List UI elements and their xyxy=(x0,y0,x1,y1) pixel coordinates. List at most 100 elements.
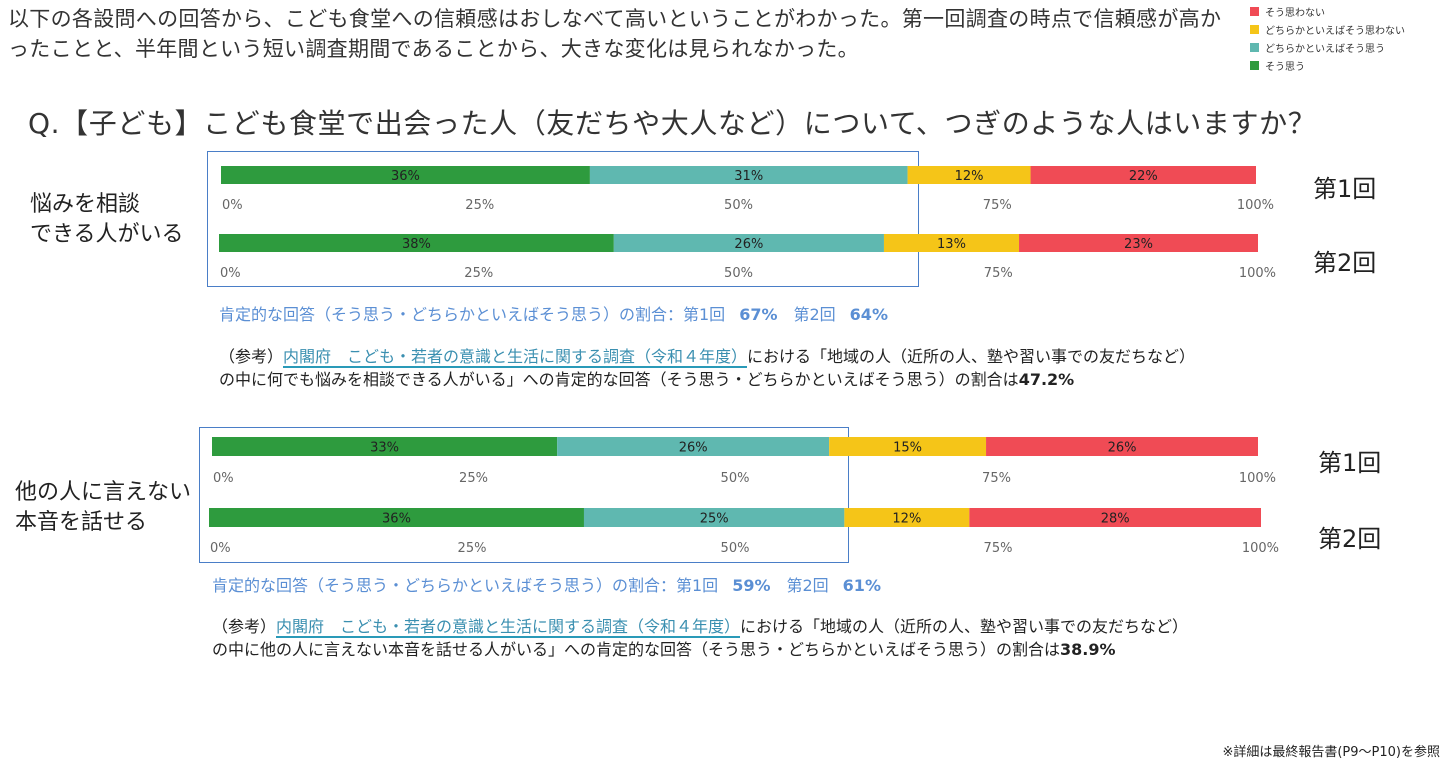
row-label-line: 他の人に言えない xyxy=(15,480,192,505)
axis-tick-label: 100% xyxy=(1242,541,1279,556)
round-label: 第2回 xyxy=(1313,249,1377,277)
bar-segment xyxy=(212,437,558,456)
data-label: 33% xyxy=(370,441,399,456)
bar-segment xyxy=(883,234,1020,252)
data-label: 28% xyxy=(1101,512,1130,527)
summary-text: 肯定的な回答（そう思う・どちらかといえばそう思う）の割合：第1回 xyxy=(219,305,726,324)
axis-tick-label: 25% xyxy=(464,266,493,281)
data-label: 12% xyxy=(955,169,984,184)
legend-label: そう思わない xyxy=(1265,7,1325,19)
axis-tick-label: 50% xyxy=(721,471,750,486)
data-label: 22% xyxy=(1129,169,1158,184)
data-label: 23% xyxy=(1124,237,1153,252)
summary-round1-value: 59% xyxy=(732,576,771,595)
legend-swatch xyxy=(1250,6,1259,16)
bar-segment xyxy=(829,437,987,456)
legend-swatch xyxy=(1250,42,1259,52)
bar-segment xyxy=(907,166,1031,184)
ref-value: 47.2% xyxy=(1018,370,1075,389)
data-label: 38% xyxy=(402,237,431,252)
bar-segment xyxy=(844,508,970,527)
legend: そう思わない どちらかといえばそう思わない どちらかといえばそう思う そう思う xyxy=(1250,2,1405,74)
axis-tick-label: 25% xyxy=(459,471,488,486)
axis-tick-label: 0% xyxy=(220,266,241,281)
ref-prefix: （参考） xyxy=(212,617,277,636)
reference-note: （参考）内閣府 こども・若者の意識と生活に関する調査（令和４年度）における「地域… xyxy=(212,615,1188,661)
legend-item: どちらかといえばそう思わない xyxy=(1250,20,1405,38)
data-label: 26% xyxy=(1108,441,1137,456)
summary-round1-value: 67% xyxy=(739,305,778,324)
data-label: 26% xyxy=(679,441,708,456)
positive-summary: 肯定的な回答（そう思う・どちらかといえばそう思う）の割合：第1回 59% 第2回 61… xyxy=(212,572,897,596)
axis-tick-label: 100% xyxy=(1237,198,1274,213)
summary-round2-label: 第2回 xyxy=(793,305,836,324)
reference-note: （参考）内閣府 こども・若者の意識と生活に関する調査（令和４年度）における「地域… xyxy=(219,345,1195,391)
row-label-line: できる人がいる xyxy=(30,222,184,247)
bar-segment xyxy=(589,166,908,184)
data-label: 26% xyxy=(734,237,763,252)
bar-segment xyxy=(583,508,845,527)
axis-tick-label: 50% xyxy=(724,198,753,213)
row-label-consult: 悩みを相談 できる人がいる xyxy=(30,190,184,250)
intro-text: 以下の各設問への回答から、こども食堂への信頼感はおしなべて高いということがわかっ… xyxy=(8,7,1222,61)
row-label-line: 本音を話せる xyxy=(15,510,148,535)
footnote: ※詳細は最終報告書(P9〜P10)を参照 xyxy=(1222,745,1440,760)
highlight-box xyxy=(199,427,849,563)
survey-link[interactable]: 内閣府 こども・若者の意識と生活に関する調査（令和４年度） xyxy=(283,347,748,368)
data-label: 36% xyxy=(382,512,411,527)
legend-swatch xyxy=(1250,60,1259,70)
axis-tick-label: 50% xyxy=(724,266,753,281)
legend-item: そう思う xyxy=(1250,56,1405,74)
bar-segment xyxy=(613,234,884,252)
bar-segment xyxy=(557,437,830,456)
axis-tick-label: 0% xyxy=(210,541,231,556)
axis-tick-label: 25% xyxy=(465,198,494,213)
axis-tick-label: 25% xyxy=(458,541,487,556)
axis-tick-label: 100% xyxy=(1239,471,1276,486)
axis-tick-label: 50% xyxy=(721,541,750,556)
legend-label: そう思う xyxy=(1265,61,1305,73)
bar-segment xyxy=(219,234,614,252)
data-label: 25% xyxy=(700,512,729,527)
bar-segment xyxy=(1030,166,1256,184)
legend-item: そう思わない xyxy=(1250,2,1405,20)
axis-tick-label: 0% xyxy=(222,198,243,213)
survey-link[interactable]: 内閣府 こども・若者の意識と生活に関する調査（令和４年度） xyxy=(276,617,741,638)
summary-text: 肯定的な回答（そう思う・どちらかといえばそう思う）の割合：第1回 xyxy=(212,576,719,595)
bar-segment xyxy=(1019,234,1258,252)
data-label: 36% xyxy=(391,169,420,184)
data-label: 12% xyxy=(892,512,921,527)
axis-tick-label: 0% xyxy=(213,471,234,486)
data-label: 31% xyxy=(734,169,763,184)
data-label: 15% xyxy=(893,441,922,456)
legend-label: どちらかといえばそう思う xyxy=(1265,43,1385,55)
bar-segment xyxy=(221,166,590,184)
data-label: 13% xyxy=(937,237,966,252)
axis-tick-label: 75% xyxy=(984,266,1013,281)
ref-text: における「地域の人（近所の人、塾や習い事での友だちなど） xyxy=(740,617,1189,636)
legend-label: どちらかといえばそう思わない xyxy=(1265,25,1405,37)
ref-text: における「地域の人（近所の人、塾や習い事での友だちなど） xyxy=(747,347,1196,366)
legend-swatch xyxy=(1250,24,1259,34)
round-label: 第2回 xyxy=(1318,525,1382,553)
question-title: Q.【子ども】こども食堂で出会った人（友だちや大人など）について、つぎのような人… xyxy=(28,107,1317,140)
positive-summary: 肯定的な回答（そう思う・どちらかといえばそう思う）の割合：第1回 67% 第2回 64… xyxy=(219,301,904,325)
ref-prefix: （参考） xyxy=(219,347,284,366)
ref-value: 38.9% xyxy=(1060,640,1116,659)
row-label-line: 悩みを相談 xyxy=(30,192,141,217)
axis-tick-label: 75% xyxy=(983,198,1012,213)
row-label-honest: 他の人に言えない 本音を話せる xyxy=(15,478,191,538)
axis-tick-label: 75% xyxy=(984,541,1013,556)
highlight-box xyxy=(207,151,919,287)
ref-text: の中に何でも悩みを相談できる人がいる」への肯定的な回答（そう思う・どちらかといえ… xyxy=(219,370,1019,389)
bar-segment xyxy=(969,508,1261,527)
bar-segment xyxy=(209,508,584,527)
axis-tick-label: 75% xyxy=(982,471,1011,486)
axis-tick-label: 100% xyxy=(1239,266,1276,281)
summary-round2-value: 61% xyxy=(842,576,881,595)
summary-round2-label: 第2回 xyxy=(786,576,829,595)
round-label: 第1回 xyxy=(1313,175,1377,203)
round-label: 第1回 xyxy=(1318,449,1382,477)
ref-text: の中に他の人に言えない本音を話せる人がいる」への肯定的な回答（そう思う・どちらか… xyxy=(212,640,1061,659)
